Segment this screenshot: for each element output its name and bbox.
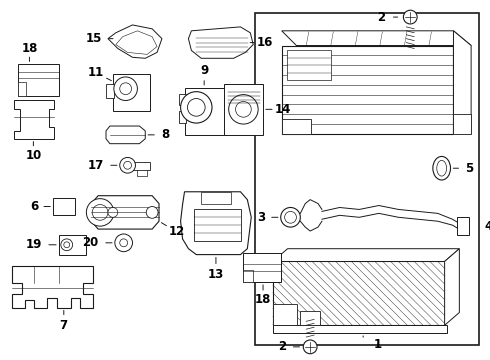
Bar: [255, 13, 479, 345]
Bar: [179, 111, 186, 123]
Bar: [59, 235, 86, 255]
Circle shape: [114, 77, 137, 100]
Polygon shape: [282, 31, 471, 45]
Polygon shape: [189, 27, 253, 58]
Text: 20: 20: [82, 236, 98, 249]
Bar: [201, 192, 231, 203]
Polygon shape: [444, 249, 459, 325]
Bar: [282, 119, 311, 134]
Text: 13: 13: [208, 268, 224, 281]
Text: 10: 10: [25, 149, 42, 162]
Circle shape: [236, 102, 251, 117]
Circle shape: [92, 204, 108, 220]
Circle shape: [303, 340, 317, 354]
Circle shape: [123, 161, 131, 169]
Text: 5: 5: [465, 162, 473, 175]
Text: 7: 7: [60, 319, 68, 332]
Bar: [457, 217, 469, 235]
Circle shape: [281, 207, 300, 227]
Bar: [224, 84, 263, 135]
Bar: [287, 50, 331, 80]
Bar: [106, 84, 114, 98]
Bar: [185, 88, 226, 135]
Circle shape: [86, 199, 114, 226]
Circle shape: [403, 10, 417, 24]
Circle shape: [120, 157, 135, 173]
Polygon shape: [106, 126, 145, 144]
Text: 19: 19: [26, 238, 43, 251]
Circle shape: [108, 207, 118, 217]
Bar: [300, 311, 320, 325]
Bar: [273, 261, 444, 325]
Circle shape: [181, 92, 212, 123]
Bar: [132, 162, 150, 170]
Text: 6: 6: [30, 200, 39, 213]
Text: 9: 9: [200, 64, 208, 77]
Bar: [18, 82, 25, 96]
Text: 18: 18: [21, 42, 38, 55]
Bar: [113, 74, 150, 111]
Circle shape: [146, 207, 158, 218]
Text: 12: 12: [169, 225, 185, 238]
Polygon shape: [453, 31, 471, 134]
Bar: [195, 210, 242, 241]
Circle shape: [188, 99, 205, 116]
Polygon shape: [14, 99, 54, 139]
Bar: [453, 114, 471, 134]
Bar: [53, 198, 74, 215]
Ellipse shape: [433, 157, 450, 180]
Polygon shape: [116, 31, 157, 54]
Circle shape: [115, 234, 132, 252]
Circle shape: [120, 83, 131, 95]
Text: 2: 2: [377, 10, 385, 23]
Text: 17: 17: [88, 159, 104, 172]
Bar: [244, 270, 253, 282]
Ellipse shape: [437, 160, 446, 176]
Text: 2: 2: [278, 340, 286, 354]
Text: 18: 18: [255, 293, 271, 306]
Text: 8: 8: [161, 129, 169, 141]
Circle shape: [64, 242, 70, 248]
Circle shape: [61, 239, 73, 251]
Text: 3: 3: [257, 211, 265, 224]
Bar: [282, 45, 453, 134]
Bar: [137, 170, 147, 176]
Bar: [244, 253, 281, 282]
Polygon shape: [273, 249, 459, 261]
Text: 15: 15: [86, 32, 102, 45]
Bar: [273, 325, 446, 333]
Text: 1: 1: [374, 338, 382, 351]
Polygon shape: [108, 25, 162, 58]
Circle shape: [120, 239, 127, 247]
Bar: [273, 304, 297, 325]
Bar: [179, 94, 186, 105]
Circle shape: [285, 211, 296, 223]
Text: 4: 4: [485, 220, 490, 233]
Bar: [18, 64, 59, 96]
Polygon shape: [12, 266, 93, 307]
Text: 16: 16: [257, 36, 273, 49]
Circle shape: [229, 95, 258, 124]
Text: 14: 14: [274, 103, 291, 116]
Polygon shape: [181, 192, 251, 255]
Polygon shape: [91, 196, 159, 229]
Bar: [224, 96, 231, 105]
Text: 11: 11: [88, 66, 104, 78]
